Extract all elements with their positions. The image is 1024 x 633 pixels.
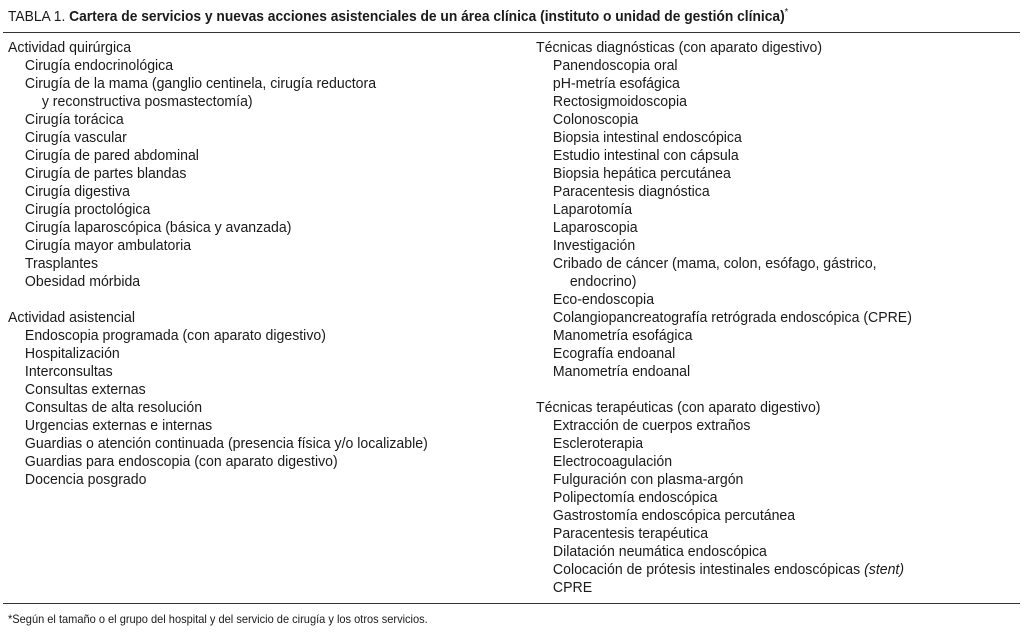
list-item: Biopsia intestinal endoscópica — [552, 129, 742, 146]
list-item: Ecografía endoanal — [552, 345, 676, 362]
list-item: Cirugía proctológica — [24, 201, 151, 218]
list-item: Cirugía digestiva — [24, 183, 130, 200]
list-item: Colangiopancreatografía retrógrada endos… — [552, 309, 912, 326]
list-item: Polipectomía endoscópica — [552, 489, 718, 506]
list-item: Endoscopia programada (con aparato diges… — [24, 327, 326, 344]
list-item: Cirugía mayor ambulatoria — [24, 237, 192, 254]
bottom-rule — [3, 603, 1020, 604]
list-item: Manometría esofágica — [552, 327, 693, 344]
section-heading: Actividad quirúrgica — [8, 39, 132, 56]
section-heading: Técnicas terapéuticas (con aparato diges… — [536, 399, 821, 416]
right-column: Técnicas diagnósticas (con aparato diges… — [536, 39, 912, 615]
list-item: Panendoscopia oral — [552, 57, 678, 74]
section-heading: Técnicas diagnósticas (con aparato diges… — [536, 39, 823, 56]
list-item: Docencia posgrado — [24, 471, 147, 488]
section: Actividad asistencial Endoscopia programa… — [8, 309, 428, 489]
left-column: Actividad quirúrgica Cirugía endocrinológ… — [8, 39, 428, 507]
list-item: Biopsia hepática percutánea — [552, 165, 731, 182]
list-item: Guardias para endoscopia (con aparato di… — [24, 453, 338, 470]
list-item: Cirugía de partes blandas — [24, 165, 187, 182]
list-item: Fulguración con plasma-argón — [552, 471, 744, 488]
list-item: Trasplantes — [24, 255, 99, 272]
top-rule — [3, 32, 1020, 33]
list-item: Cirugía de la mama (ganglio centinela, c… — [24, 75, 377, 92]
list-item: Cirugía endocrinológica — [24, 57, 174, 74]
list-item: Paracentesis diagnóstica — [552, 183, 710, 200]
list-item: Manometría endoanal — [552, 363, 691, 380]
list-item: Urgencias externas e internas — [24, 417, 213, 434]
list-item: Hospitalización — [24, 345, 120, 362]
list-item: Electrocoagulación — [552, 453, 673, 470]
list-item: Colocación de prótesis intestinales endo… — [552, 561, 905, 578]
list-item: Paracentesis terapéutica — [552, 525, 709, 542]
list-item: Obesidad mórbida — [24, 273, 141, 290]
list-item: Escleroterapia — [552, 435, 644, 452]
list-item: Eco-endoscopia — [552, 291, 655, 308]
footnote-mark: * — [784, 7, 789, 18]
list-item: pH-metría esofágica — [552, 75, 680, 92]
list-item: Dilatación neumática endoscópica — [552, 543, 767, 560]
list-item: Cirugía torácica — [24, 111, 124, 128]
section-heading: Actividad asistencial — [8, 309, 135, 326]
list-item: Colonoscopia — [552, 111, 639, 128]
list-item: Investigación — [552, 237, 636, 254]
list-item: Consultas de alta resolución — [24, 399, 203, 416]
list-item: Gastrostomía endoscópica percutánea — [552, 507, 796, 524]
list-item: Cirugía vascular — [24, 129, 127, 146]
list-item: Estudio intestinal con cápsula — [552, 147, 739, 164]
list-item: endocrino) — [569, 273, 637, 290]
list-item: CPRE — [552, 579, 593, 596]
list-item: Laparoscopia — [552, 219, 638, 236]
list-item: y reconstructiva posmastectomía) — [41, 93, 253, 110]
list-item: Laparotomía — [552, 201, 633, 218]
list-item: Cirugía de pared abdominal — [24, 147, 199, 164]
footnote: *Según el tamaño o el grupo del hospital… — [8, 612, 428, 626]
table-label: TABLA 1. — [8, 8, 66, 25]
list-item: Rectosigmoidoscopia — [552, 93, 687, 110]
list-item: Cirugía laparoscópica (básica y avanzada… — [24, 219, 292, 236]
table-caption: Cartera de servicios y nuevas acciones a… — [69, 8, 785, 25]
list-item: Consultas externas — [24, 381, 146, 398]
list-item: Extracción de cuerpos extraños — [552, 417, 751, 434]
section: Técnicas terapéuticas (con aparato diges… — [536, 399, 912, 597]
section: Actividad quirúrgica Cirugía endocrinológ… — [8, 39, 428, 291]
list-item: Cribado de cáncer (mama, colon, esófago,… — [552, 255, 877, 272]
section: Técnicas diagnósticas (con aparato diges… — [536, 39, 912, 381]
table-title: TABLA 1. Cartera de servicios y nuevas a… — [8, 4, 788, 26]
list-item: Interconsultas — [24, 363, 113, 380]
list-item: Guardias o atención continuada (presenci… — [24, 435, 428, 452]
